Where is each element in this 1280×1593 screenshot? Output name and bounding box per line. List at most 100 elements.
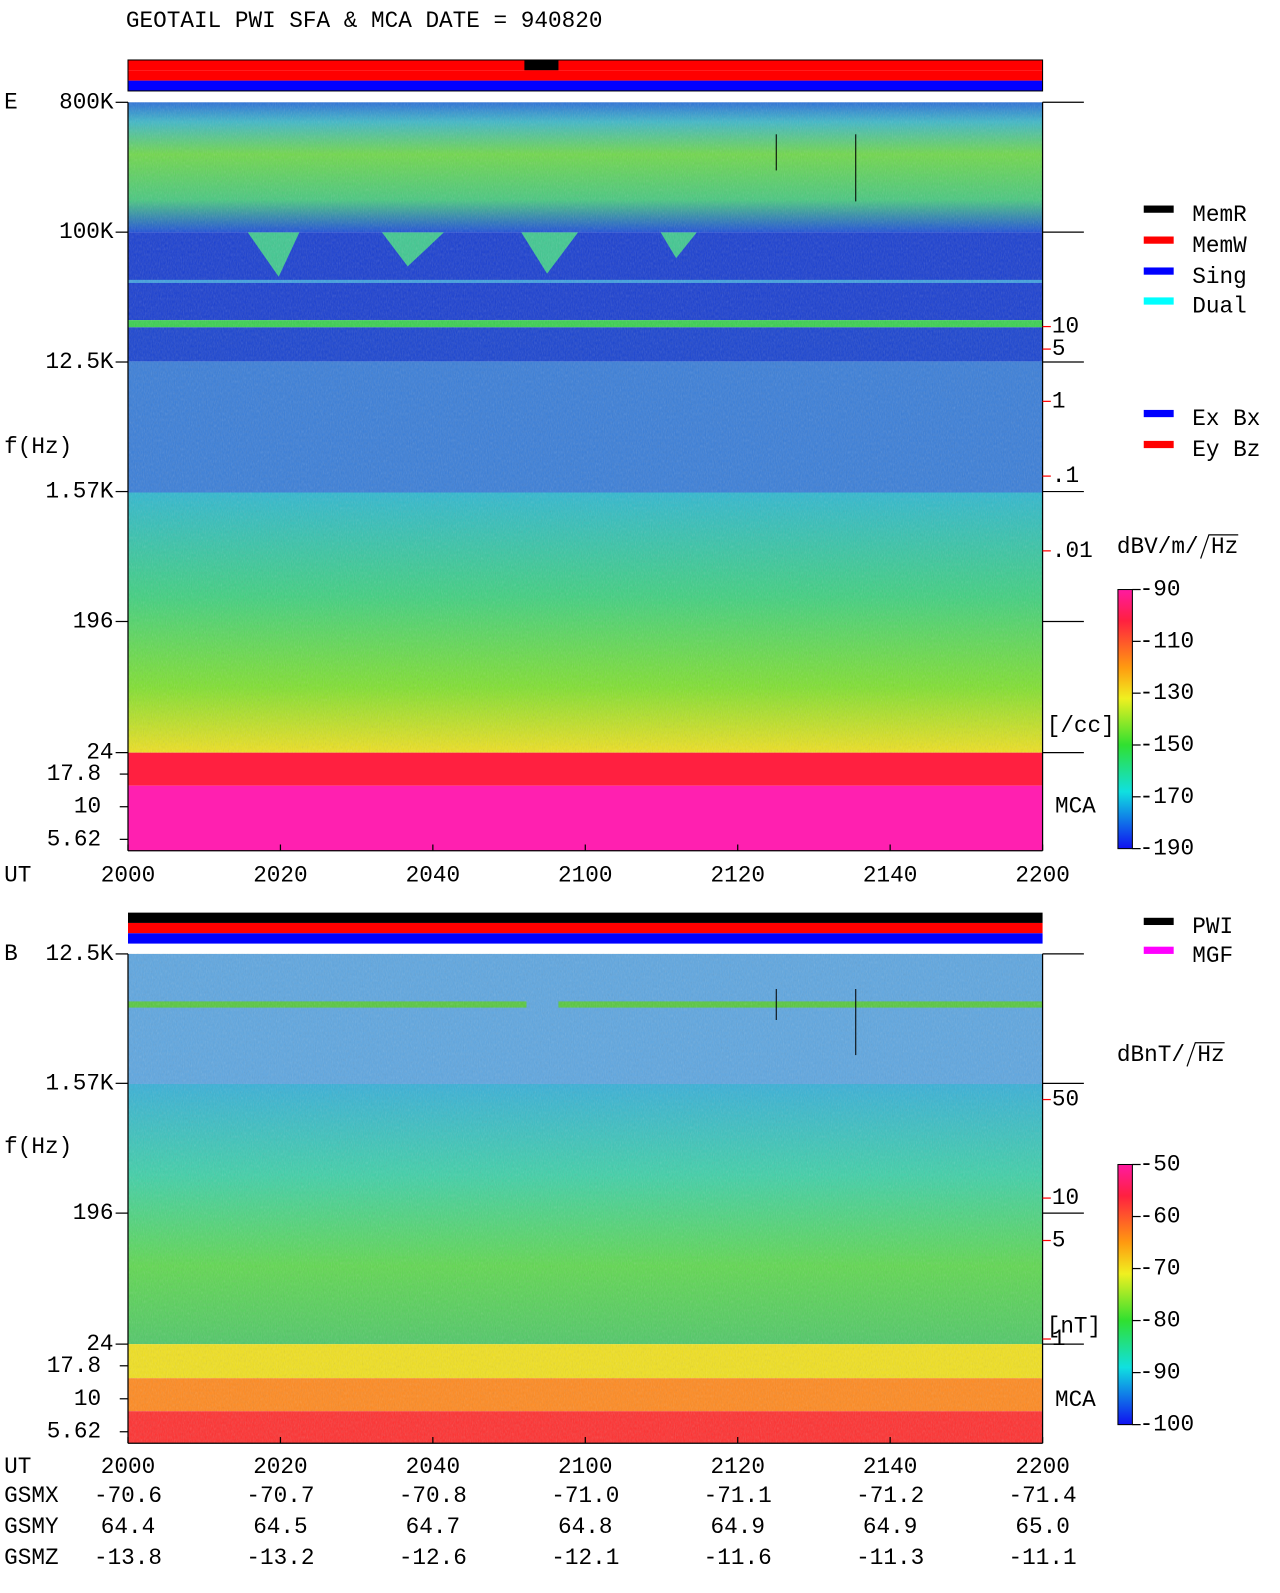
legend-label: Ey Bz <box>1192 437 1260 463</box>
spectrogram-b <box>128 953 1043 1444</box>
y-axis-label: f(Hz) <box>4 434 72 460</box>
orbit-value: 64.7 <box>406 1514 460 1540</box>
orbit-value: -70.8 <box>399 1483 467 1509</box>
density-tick-label: 10 <box>1052 1185 1079 1211</box>
colorbar-unit: dBnT/ <box>1117 1042 1185 1068</box>
orbit-value: 64.9 <box>863 1514 917 1540</box>
mca-tick-label: 10 <box>74 1386 101 1412</box>
legend-label: PWI <box>1192 914 1233 940</box>
density-tick-label: 1 <box>1052 388 1066 414</box>
radical-sign <box>1186 1042 1225 1067</box>
y-tick-label: 196 <box>73 608 114 634</box>
orbit-value: -11.1 <box>1009 1545 1077 1571</box>
y-tick-label: 1.57K <box>45 1070 113 1096</box>
legend-label: MGF <box>1192 943 1233 969</box>
legend-label: Dual <box>1192 294 1246 320</box>
x-axis-label: UT <box>4 862 31 888</box>
x-tick-label: 2000 <box>101 862 155 888</box>
colorbar-tick-label: -190 <box>1140 836 1194 862</box>
density-tick-label: 5 <box>1052 336 1066 362</box>
legend-label: Ex Bx <box>1192 406 1260 432</box>
colorbar-tick-label: -90 <box>1140 1360 1181 1386</box>
x-tick-label: 2100 <box>558 1454 612 1480</box>
x-tick-label: 2140 <box>863 1454 917 1480</box>
density-tick-label: 5 <box>1052 1228 1066 1254</box>
mca-tick-label: 17.8 <box>47 1353 101 1379</box>
mca-tick-label: 10 <box>74 794 101 820</box>
status-bar <box>128 933 1043 944</box>
orbit-value: -11.6 <box>704 1545 772 1571</box>
colorbar-tick-label: -130 <box>1140 680 1194 706</box>
orbit-value: -11.3 <box>856 1545 924 1571</box>
y-tick-label: 196 <box>73 1200 114 1226</box>
x-tick-label: 2200 <box>1015 862 1069 888</box>
legend-swatch <box>1143 917 1174 926</box>
colorbar-tick-label: -90 <box>1140 577 1181 603</box>
title: GEOTAIL PWI SFA & MCA DATE = 940820 <box>126 8 603 34</box>
colorbar-unit-root: Hz <box>1211 534 1238 560</box>
density-unit: [/cc] <box>1047 713 1115 739</box>
x-tick-label: 2000 <box>101 1454 155 1480</box>
legend-swatch <box>1143 297 1174 305</box>
colorbar-tick-label: -170 <box>1140 784 1194 810</box>
panel-label: E <box>4 89 18 115</box>
colorbar-tick-label: -70 <box>1140 1256 1181 1282</box>
legend-swatch <box>1143 946 1174 954</box>
x-tick-label: 2020 <box>253 862 307 888</box>
x-tick-label: 2020 <box>253 1454 307 1480</box>
orbit-row-label: GSMX <box>4 1483 59 1509</box>
mca-tick-label: 5.62 <box>47 1419 101 1445</box>
status-bar <box>128 912 1043 923</box>
x-tick-label: 2140 <box>863 862 917 888</box>
status-bar <box>128 922 1043 934</box>
orbit-value: -13.8 <box>94 1545 162 1571</box>
colorbar-tick-label: -60 <box>1140 1204 1181 1230</box>
y-tick-label: 24 <box>86 1331 113 1357</box>
legend-swatch <box>1143 205 1174 213</box>
colorbar-tick-label: -110 <box>1140 628 1194 654</box>
y-tick-label: 24 <box>86 740 113 766</box>
status-bar <box>524 59 559 71</box>
legend-label: Sing <box>1192 264 1246 290</box>
orbit-value: -13.2 <box>246 1545 314 1571</box>
legend-label: MemW <box>1192 233 1247 259</box>
orbit-value: 64.4 <box>101 1514 155 1540</box>
mca-label: MCA <box>1055 793 1096 819</box>
colorbar-tick-label: -150 <box>1140 732 1194 758</box>
orbit-value: -12.1 <box>551 1545 619 1571</box>
x-tick-label: 2040 <box>406 1454 460 1480</box>
density-tick-label: 1 <box>1052 1326 1066 1352</box>
colorbar <box>1117 589 1133 850</box>
mca-label: MCA <box>1055 1387 1096 1413</box>
x-tick-label: 2120 <box>710 862 764 888</box>
orbit-row-label: GSMZ <box>4 1545 58 1571</box>
colorbar-unit-root: Hz <box>1197 1042 1224 1068</box>
legend-label: MemR <box>1192 202 1247 228</box>
colorbar-tick-label: -80 <box>1140 1308 1181 1334</box>
colorbar-tick-label: -100 <box>1140 1412 1194 1438</box>
orbit-value: -71.4 <box>1009 1483 1077 1509</box>
orbit-value: -71.0 <box>551 1483 619 1509</box>
x-tick-label: 2100 <box>558 862 612 888</box>
density-tick-label: 50 <box>1052 1087 1079 1113</box>
legend-swatch <box>1143 236 1174 244</box>
legend-swatch <box>1143 409 1174 418</box>
colorbar-unit: dBV/m/ <box>1117 534 1199 560</box>
orbit-value: 64.5 <box>253 1514 307 1540</box>
colorbar-tick-label: -50 <box>1140 1152 1181 1178</box>
density-tick-label: .1 <box>1052 463 1079 489</box>
y-tick-label: 1.57K <box>45 479 113 505</box>
orbit-value: -71.2 <box>856 1483 924 1509</box>
y-tick-label: 12.5K <box>45 941 113 967</box>
x-axis-label: UT <box>4 1454 31 1480</box>
status-bar <box>128 59 1043 71</box>
density-tick-label: .01 <box>1052 538 1093 564</box>
y-axis-label: f(Hz) <box>4 1134 72 1160</box>
orbit-value: -71.1 <box>704 1483 772 1509</box>
y-tick-label: 12.5K <box>45 349 113 375</box>
panel-label: B <box>4 941 18 967</box>
y-tick-label: 800K <box>59 89 114 115</box>
radical-sign <box>1200 534 1239 559</box>
